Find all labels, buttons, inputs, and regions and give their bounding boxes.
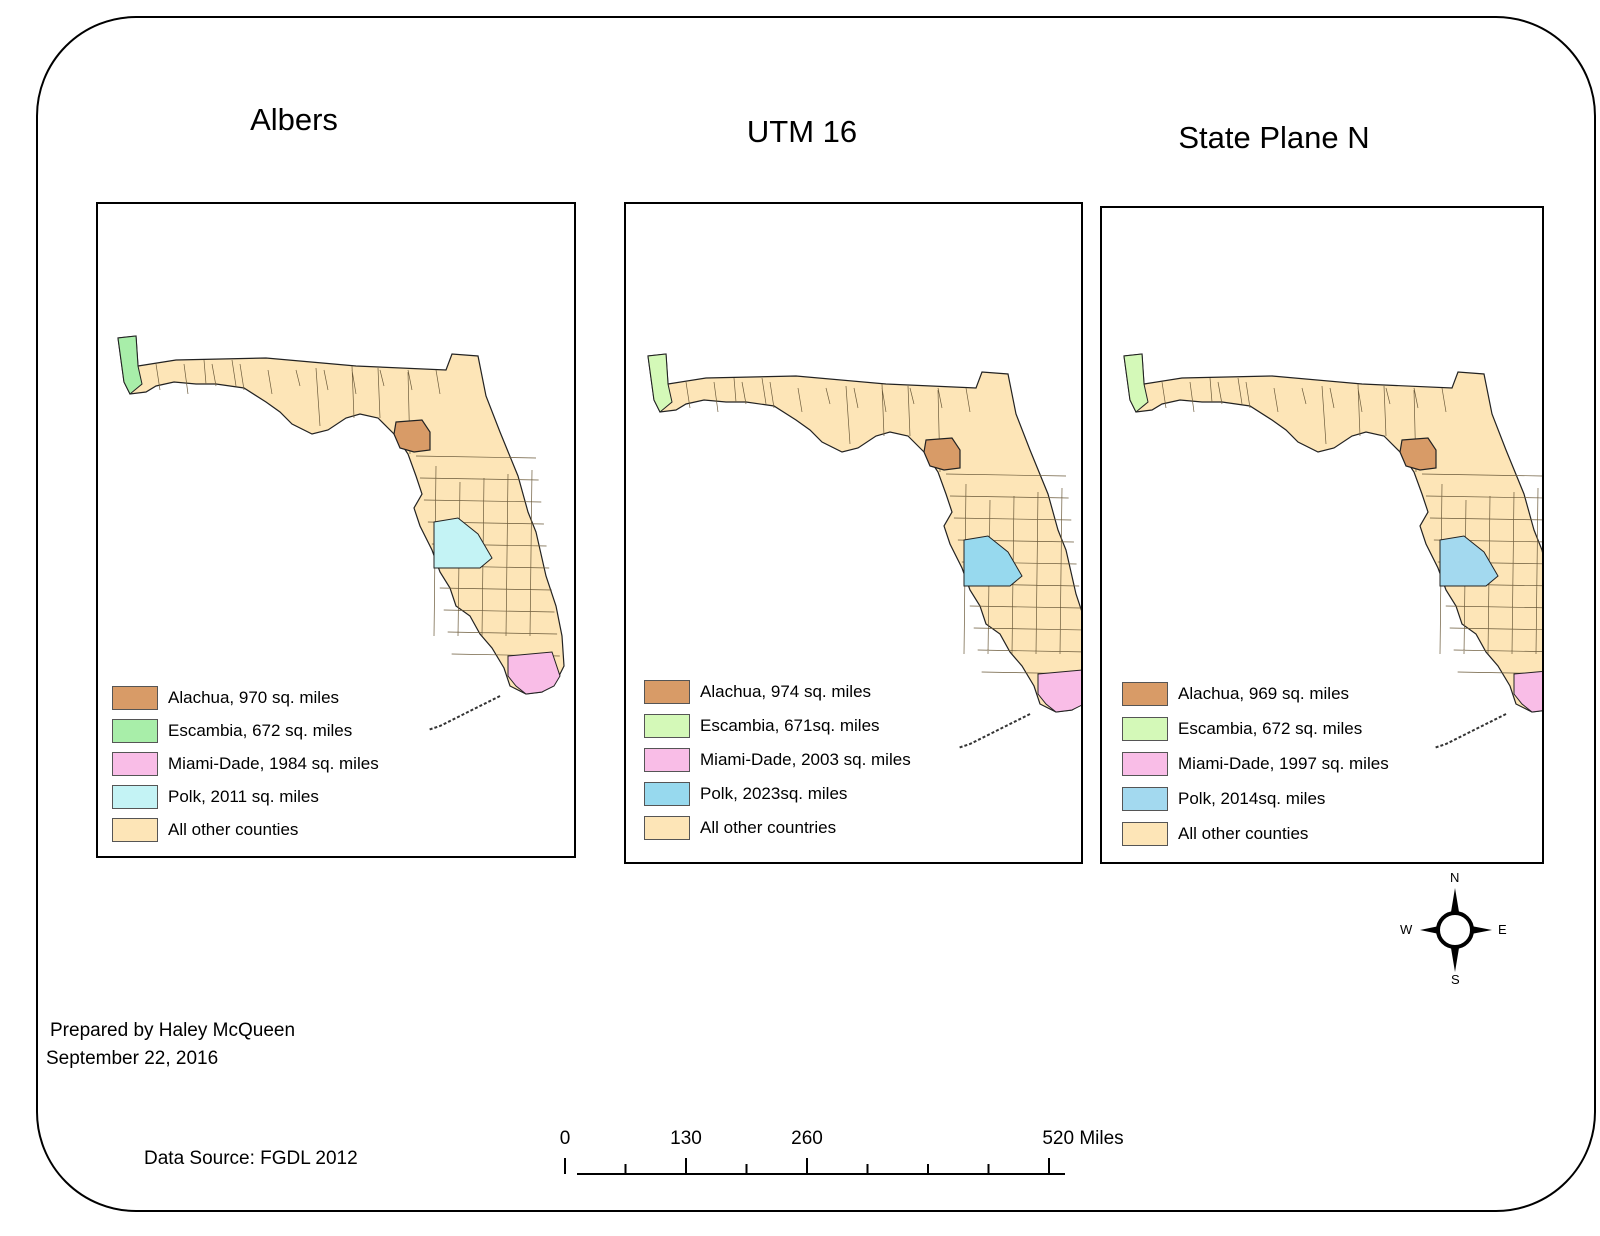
legend-swatch <box>112 752 158 776</box>
legend-label: Miami-Dade, 1984 sq. miles <box>168 754 379 773</box>
county-alachua <box>393 419 431 453</box>
prepared-date: September 22, 2016 <box>46 1048 219 1069</box>
legend-label: Escambia, 671sq. miles <box>700 716 880 735</box>
legend-label: Escambia, 672 sq. miles <box>168 721 353 740</box>
florida-counties <box>1123 353 1542 713</box>
legend-label: Polk, 2014sq. miles <box>1178 789 1326 808</box>
legend-swatch <box>112 719 158 743</box>
legend-swatch <box>644 816 690 840</box>
legend-swatch <box>1122 822 1168 846</box>
legend-label: Polk, 2011 sq. miles <box>168 787 319 806</box>
legend-label: All other counties <box>1178 824 1309 843</box>
florida-map-albers <box>117 335 565 731</box>
map-title-state-plane: State Plane N <box>1178 120 1370 155</box>
compass-e: E <box>1498 922 1507 937</box>
legend-swatch <box>644 714 690 738</box>
legend-label: All other counties <box>168 820 299 839</box>
florida-keys <box>1433 713 1507 749</box>
florida-map-utm16 <box>647 353 1081 749</box>
layout-frame <box>36 16 1596 1212</box>
prepared-by: Prepared by Haley McQueen <box>50 1020 296 1041</box>
legend-swatch <box>112 686 158 710</box>
map-title-albers: Albers <box>250 102 338 137</box>
scale-label-520: 520 Miles <box>1042 1128 1124 1149</box>
map-panel-state-plane: Alachua, 969 sq. miles Escambia, 672 sq.… <box>1100 206 1544 864</box>
county-miami-dade <box>1037 669 1081 713</box>
legend-label: Alachua, 970 sq. miles <box>168 688 340 707</box>
county-alachua <box>923 437 961 471</box>
florida-map-body <box>647 353 1081 749</box>
legend-label: Alachua, 974 sq. miles <box>700 682 872 701</box>
legend-swatch <box>112 785 158 809</box>
legend-swatch <box>1122 682 1168 706</box>
florida-counties <box>647 353 1081 713</box>
legend-swatch <box>644 680 690 704</box>
legend-swatch <box>1122 752 1168 776</box>
legend-label: All other countries <box>700 818 837 837</box>
data-source: Data Source: FGDL 2012 <box>144 1148 358 1169</box>
florida-keys <box>427 695 501 731</box>
florida-counties <box>117 335 565 695</box>
scale-label-260: 260 <box>791 1128 823 1149</box>
county-escambia <box>647 353 673 413</box>
county-polk <box>963 535 1023 587</box>
scale-bar-graphic <box>564 1158 1065 1175</box>
north-arrow: N S W E <box>1400 870 1510 990</box>
florida-map-body <box>117 335 565 731</box>
legend-swatch <box>112 818 158 842</box>
legend-label: Miami-Dade, 2003 sq. miles <box>700 750 911 769</box>
legend-label: Miami-Dade, 1997 sq. miles <box>1178 754 1389 773</box>
scale-label-0: 0 <box>559 1128 571 1149</box>
compass-w: W <box>1400 922 1413 937</box>
florida-map-state-plane <box>1123 353 1542 749</box>
compass-rose-icon <box>1420 888 1492 972</box>
county-miami-dade <box>1513 670 1542 713</box>
compass-n: N <box>1450 870 1460 885</box>
legend-label: Alachua, 969 sq. miles <box>1178 684 1350 703</box>
florida-map-body <box>1123 353 1542 749</box>
county-miami-dade <box>507 651 561 695</box>
map-panel-albers: Alachua, 970 sq. miles Escambia, 672 sq.… <box>96 202 576 858</box>
map-panel-utm16: Alachua, 974 sq. miles Escambia, 671sq. … <box>624 202 1083 864</box>
legend-label: Polk, 2023sq. miles <box>700 784 848 803</box>
county-polk <box>1439 535 1499 587</box>
legend-swatch <box>644 748 690 772</box>
scale-label-130: 130 <box>670 1128 702 1149</box>
map-title-utm16: UTM 16 <box>746 114 858 149</box>
county-escambia <box>117 335 143 395</box>
legend-swatch <box>1122 717 1168 741</box>
florida-keys <box>957 713 1031 749</box>
legend-swatch <box>644 782 690 806</box>
county-polk <box>433 517 493 569</box>
compass-s: S <box>1451 972 1460 987</box>
scale-bar: 0 130 260 520 Miles <box>560 1120 1140 1190</box>
legend-label: Escambia, 672 sq. miles <box>1178 719 1363 738</box>
legend-swatch <box>1122 787 1168 811</box>
county-alachua <box>1399 437 1437 471</box>
county-escambia <box>1123 353 1149 413</box>
